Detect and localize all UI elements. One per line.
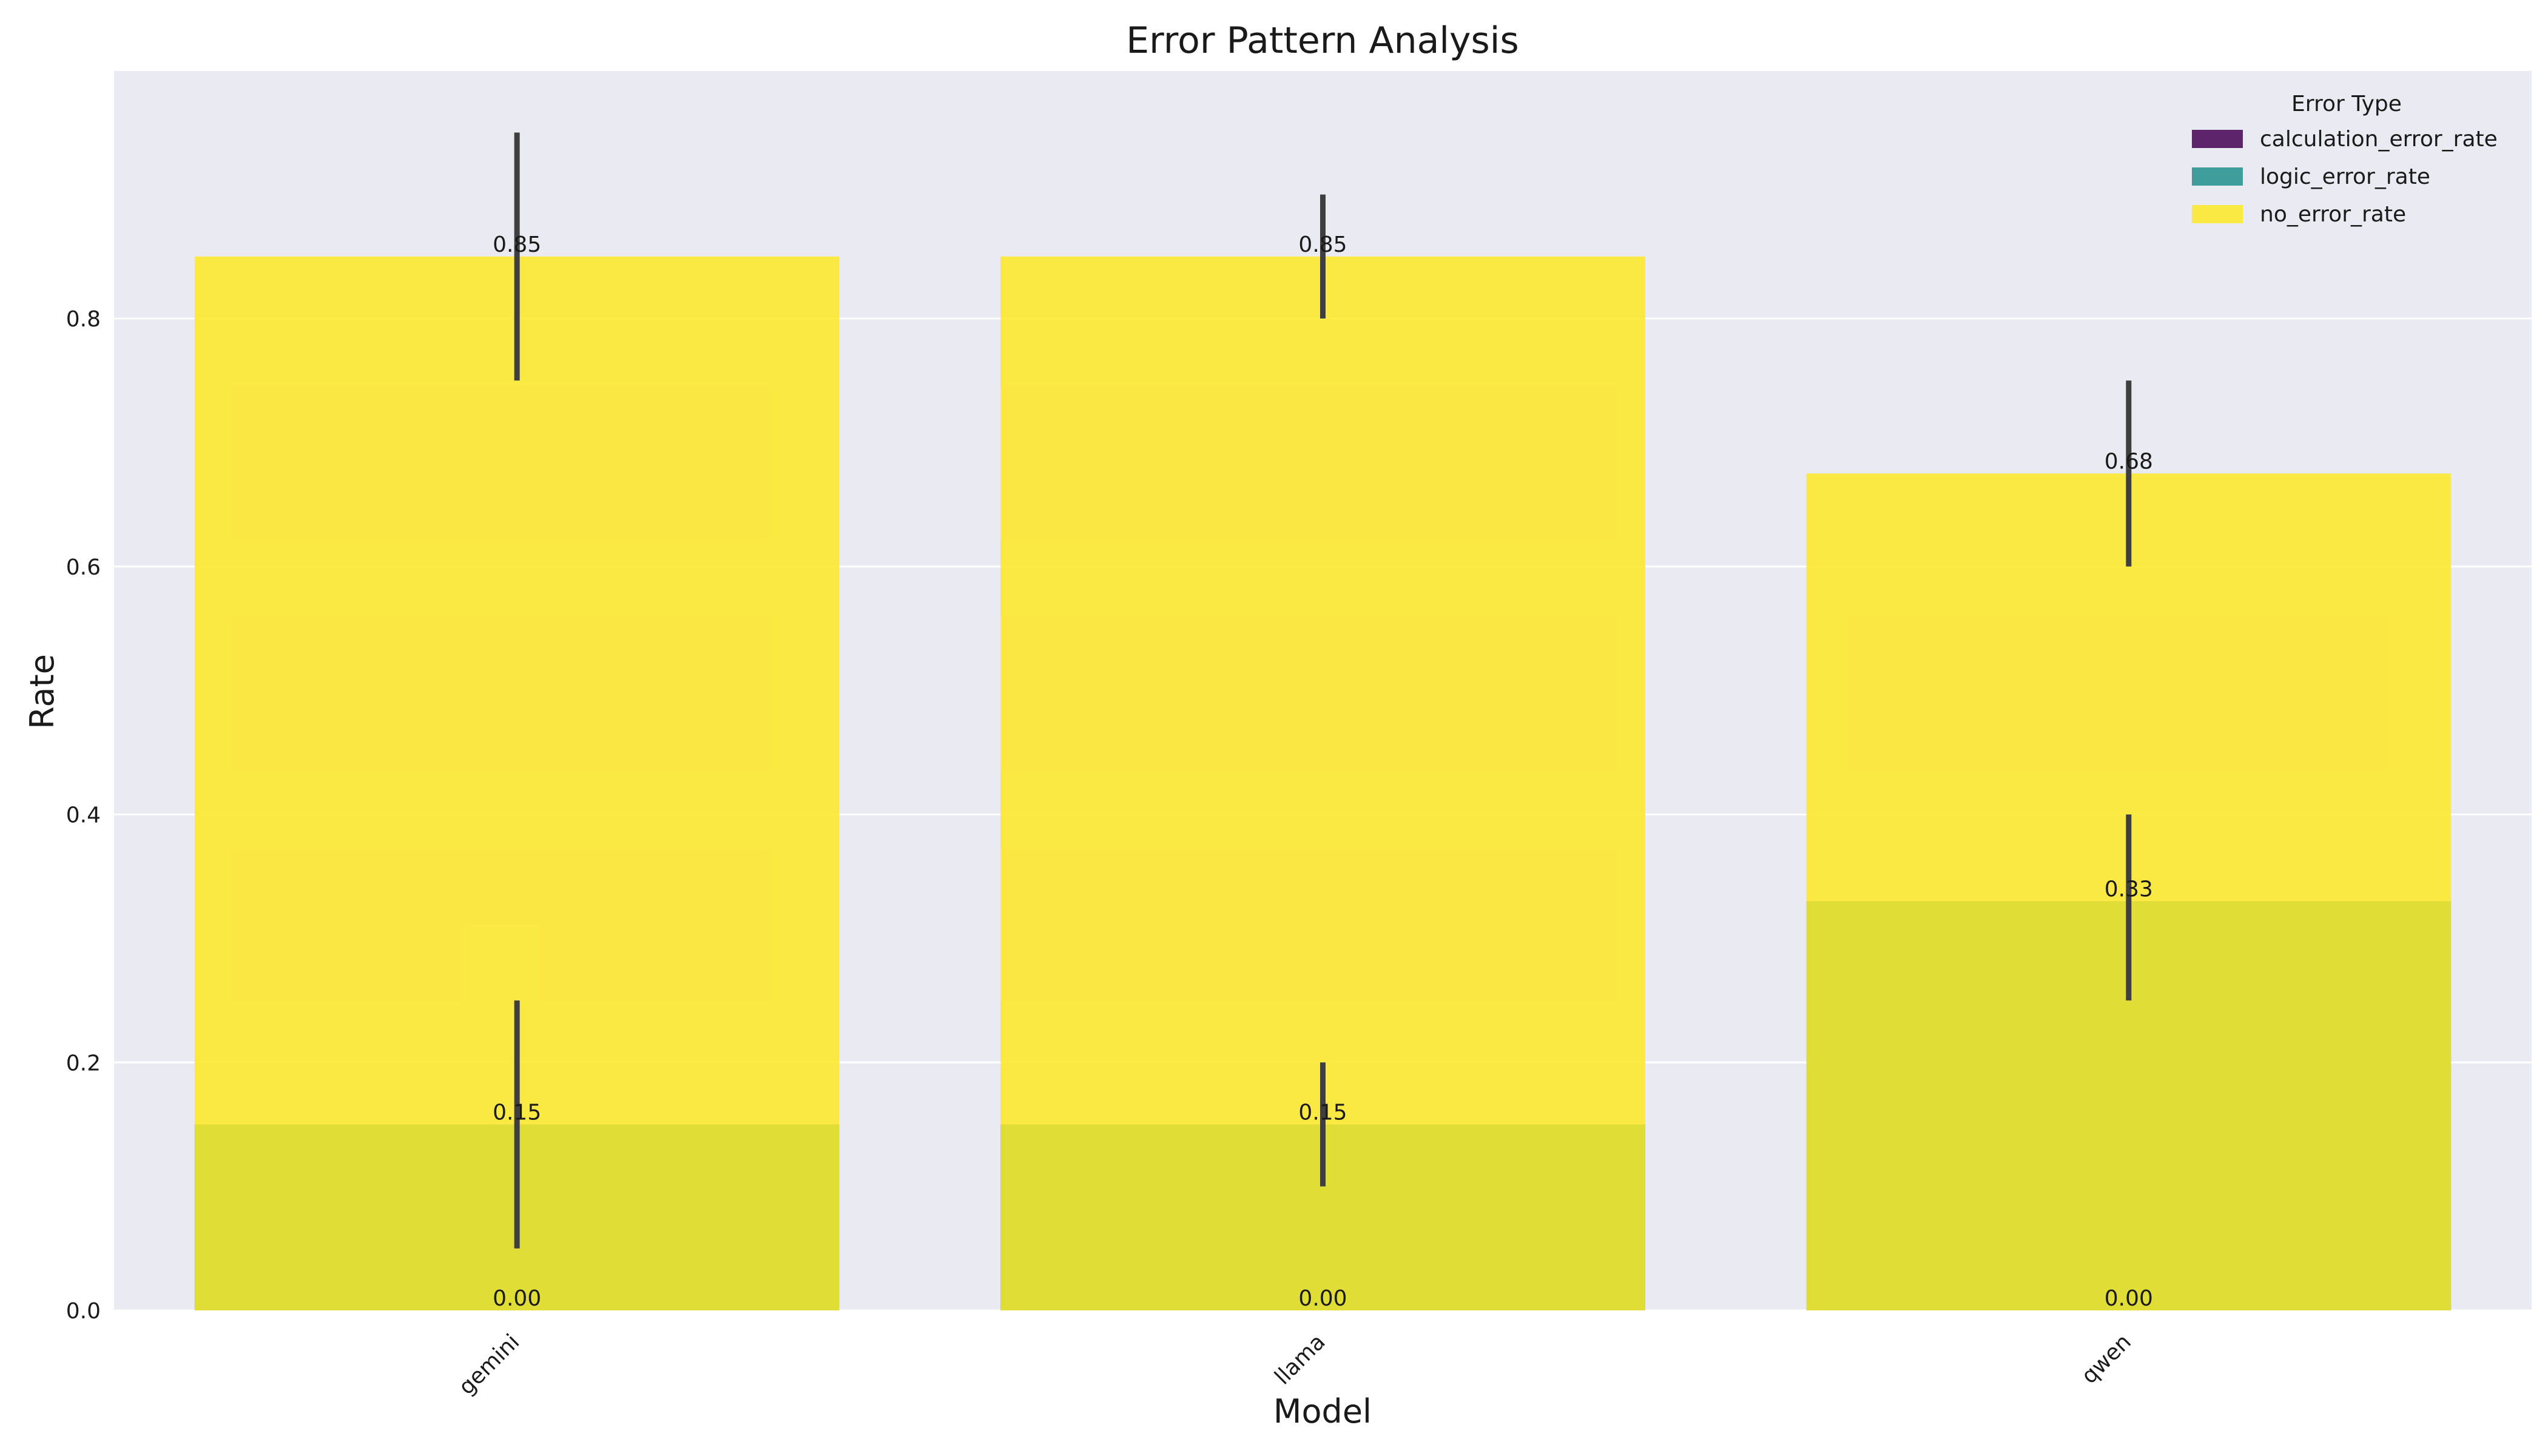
data-label-no_error_rate-qwen: 0.68 bbox=[2105, 449, 2153, 474]
legend-title: Error Type bbox=[2291, 92, 2402, 116]
y-tick-label: 0.4 bbox=[66, 803, 101, 828]
data-label-no_error_rate-llama: 0.85 bbox=[1298, 232, 1347, 257]
error-bars bbox=[514, 132, 2132, 1249]
y-tick-label: 0.0 bbox=[66, 1299, 101, 1324]
legend-label-logic_error_rate: logic_error_rate bbox=[2260, 164, 2430, 189]
x-axis-label: Model bbox=[1273, 1392, 1372, 1431]
legend-label-no_error_rate: no_error_rate bbox=[2260, 202, 2406, 227]
legend: Error Type calculation_error_rate logic_e… bbox=[2192, 92, 2498, 227]
y-tick-label: 0.6 bbox=[66, 555, 101, 580]
legend-label-calculation_error_rate: calculation_error_rate bbox=[2260, 127, 2498, 152]
legend-swatch-calculation_error_rate bbox=[2192, 130, 2243, 148]
data-label-logic_error_rate-llama: 0.15 bbox=[1298, 1100, 1347, 1125]
y-tick-label: 0.8 bbox=[66, 307, 101, 332]
legend-swatch-logic_error_rate bbox=[2192, 167, 2243, 186]
data-label-calculation_error_rate-llama: 0.00 bbox=[1298, 1286, 1347, 1311]
data-label-logic_error_rate-qwen: 0.33 bbox=[2105, 877, 2153, 902]
chart-title: Error Pattern Analysis bbox=[1126, 19, 1518, 62]
legend-items: calculation_error_rate logic_error_rateno… bbox=[2192, 127, 2498, 227]
data-label-logic_error_rate-gemini: 0.15 bbox=[493, 1100, 541, 1125]
data-label-calculation_error_rate-qwen: 0.00 bbox=[2105, 1286, 2153, 1311]
y-tick-label: 0.2 bbox=[66, 1051, 101, 1076]
data-labels: 0.00 0.00 0.00 0.15 0.15 0.33 0.85 0.85 0.68 bbox=[493, 232, 2153, 1311]
y-axis-label: Rate bbox=[23, 654, 61, 729]
data-label-calculation_error_rate-gemini: 0.00 bbox=[493, 1286, 541, 1311]
legend-swatch-no_error_rate bbox=[2192, 205, 2243, 223]
data-label-no_error_rate-gemini: 0.85 bbox=[493, 232, 541, 257]
